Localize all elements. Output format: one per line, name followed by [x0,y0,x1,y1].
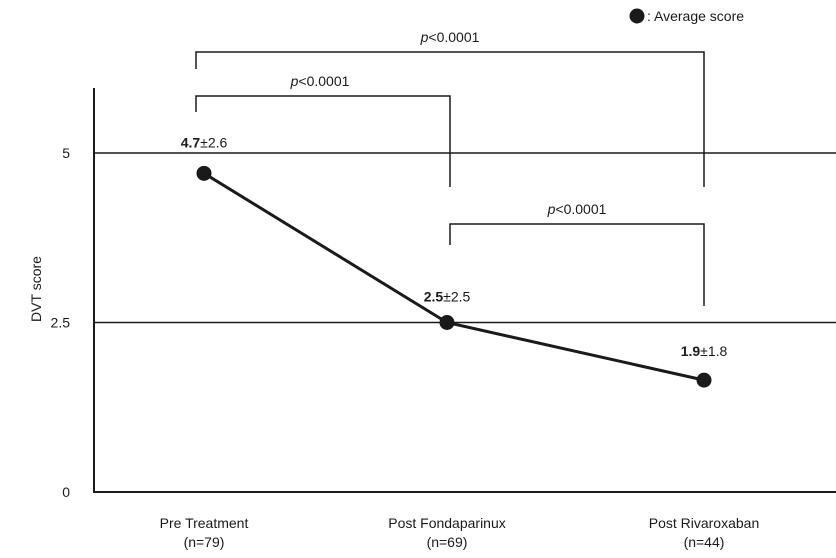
p-value-label: p<0.0001 [420,29,480,45]
data-label-sd: ±1.8 [700,343,727,359]
y-tick-label: 0 [62,484,70,500]
legend-marker [629,8,645,24]
p-value-label: p<0.0001 [290,73,350,89]
x-category-label: Post Fondaparinux [388,515,506,531]
y-axis-label: DVT score [28,256,44,322]
p-value: <0.0001 [555,201,606,217]
p-value-label: p<0.0001 [547,201,607,217]
significance-bracket [449,223,705,306]
data-point [696,372,712,388]
series-line [203,172,705,382]
data-label-mean: 4.7 [181,134,201,150]
legend-label: : Average score [647,8,744,24]
data-label: 4.7±2.6 [181,134,228,150]
data-labels: 4.7±2.6 2.5±2.5 1.9±1.8 [181,134,728,359]
p-symbol: p [420,29,429,45]
p-symbol: p [547,201,556,217]
y-tick-label: 5 [62,145,70,161]
data-point [196,165,212,181]
significance-bracket [195,51,705,187]
p-value: <0.0001 [428,29,479,45]
x-category-n: (n=79) [184,534,225,550]
y-tick-label: 2.5 [51,315,71,331]
data-label-sd: ±2.5 [443,289,470,305]
data-label: 1.9±1.8 [681,343,728,359]
x-category-label: Post Rivaroxaban [649,515,760,531]
y-tick-labels: 02.55 [51,145,71,500]
x-category-label: Pre Treatment [160,515,249,531]
series-average-score [196,165,712,388]
data-label-sd: ±2.6 [200,134,227,150]
data-point [439,315,455,330]
p-value: <0.0001 [298,73,349,89]
x-category-n: (n=44) [684,534,725,550]
significance-bracket [195,95,451,187]
gridlines [94,152,836,324]
data-label-mean: 2.5 [424,289,444,305]
x-category-labels: Pre Treatment (n=79) Post Fondaparinux (n=6… [160,515,760,550]
x-category-n: (n=69) [427,534,468,550]
legend: : Average score [629,8,744,24]
axes [93,88,836,493]
data-label-mean: 1.9 [681,343,701,359]
p-symbol: p [290,73,299,89]
data-label: 2.5±2.5 [424,289,471,305]
